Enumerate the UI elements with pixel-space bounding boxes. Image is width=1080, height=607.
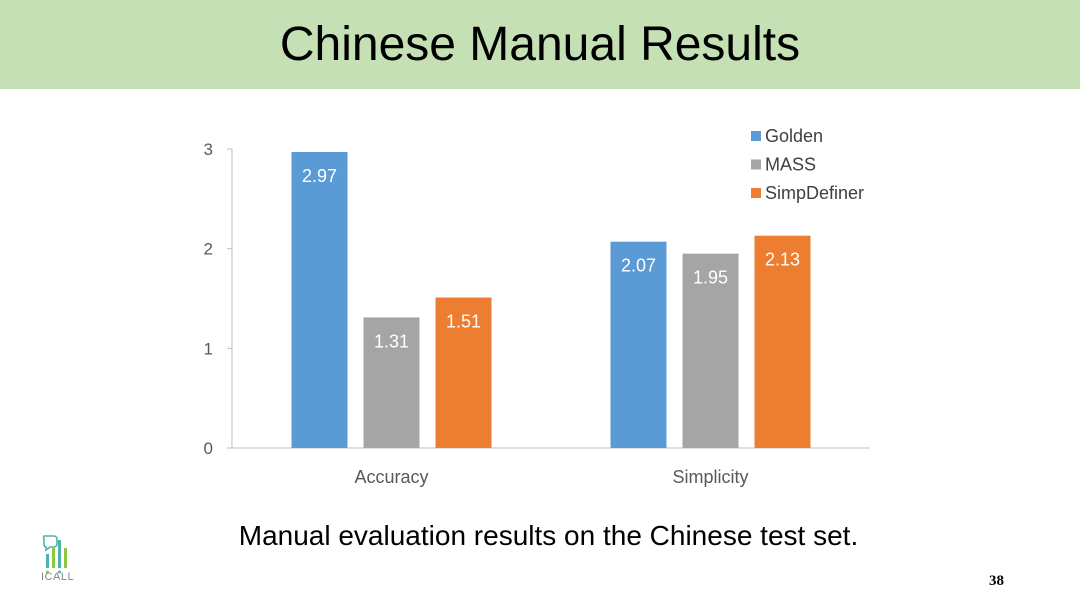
legend-label: Golden: [765, 126, 823, 146]
legend-swatch: [751, 188, 761, 198]
legend-label: SimpDefiner: [765, 183, 864, 203]
y-tick-label: 1: [204, 339, 213, 358]
page-number: 38: [989, 573, 1004, 589]
y-tick-label: 2: [204, 240, 213, 259]
icall-logo-icon: [42, 535, 67, 574]
x-tick-label: Accuracy: [354, 467, 428, 487]
bar: [363, 317, 420, 448]
data-label: 1.31: [374, 331, 409, 351]
y-tick-label: 0: [204, 439, 213, 458]
legend-swatch: [751, 131, 761, 141]
bar: [754, 235, 811, 448]
data-label: 1.51: [446, 312, 481, 332]
bar: [610, 241, 667, 448]
data-label: 1.95: [693, 268, 728, 288]
bar-chart: 0 1 2 3 2.97 1.31 1.51 Accuracy 2.07 1.95 2.13 Simp…: [204, 126, 870, 487]
bar: [291, 151, 348, 449]
data-label: 2.13: [765, 250, 800, 270]
legend-label: MASS: [765, 155, 816, 175]
caption: Manual evaluation results on the Chinese…: [238, 520, 859, 551]
title-bar: Chinese Manual Results: [0, 0, 1080, 89]
legend-swatch: [751, 159, 761, 170]
data-label: 2.97: [302, 166, 337, 186]
bar: [435, 297, 492, 448]
x-tick-label: Simplicity: [672, 467, 748, 487]
bar: [682, 253, 739, 448]
page-title: Chinese Manual Results: [279, 18, 801, 71]
logo-text: ICALL: [41, 571, 75, 583]
y-tick-label: 3: [204, 140, 213, 159]
data-label: 2.07: [621, 256, 656, 276]
